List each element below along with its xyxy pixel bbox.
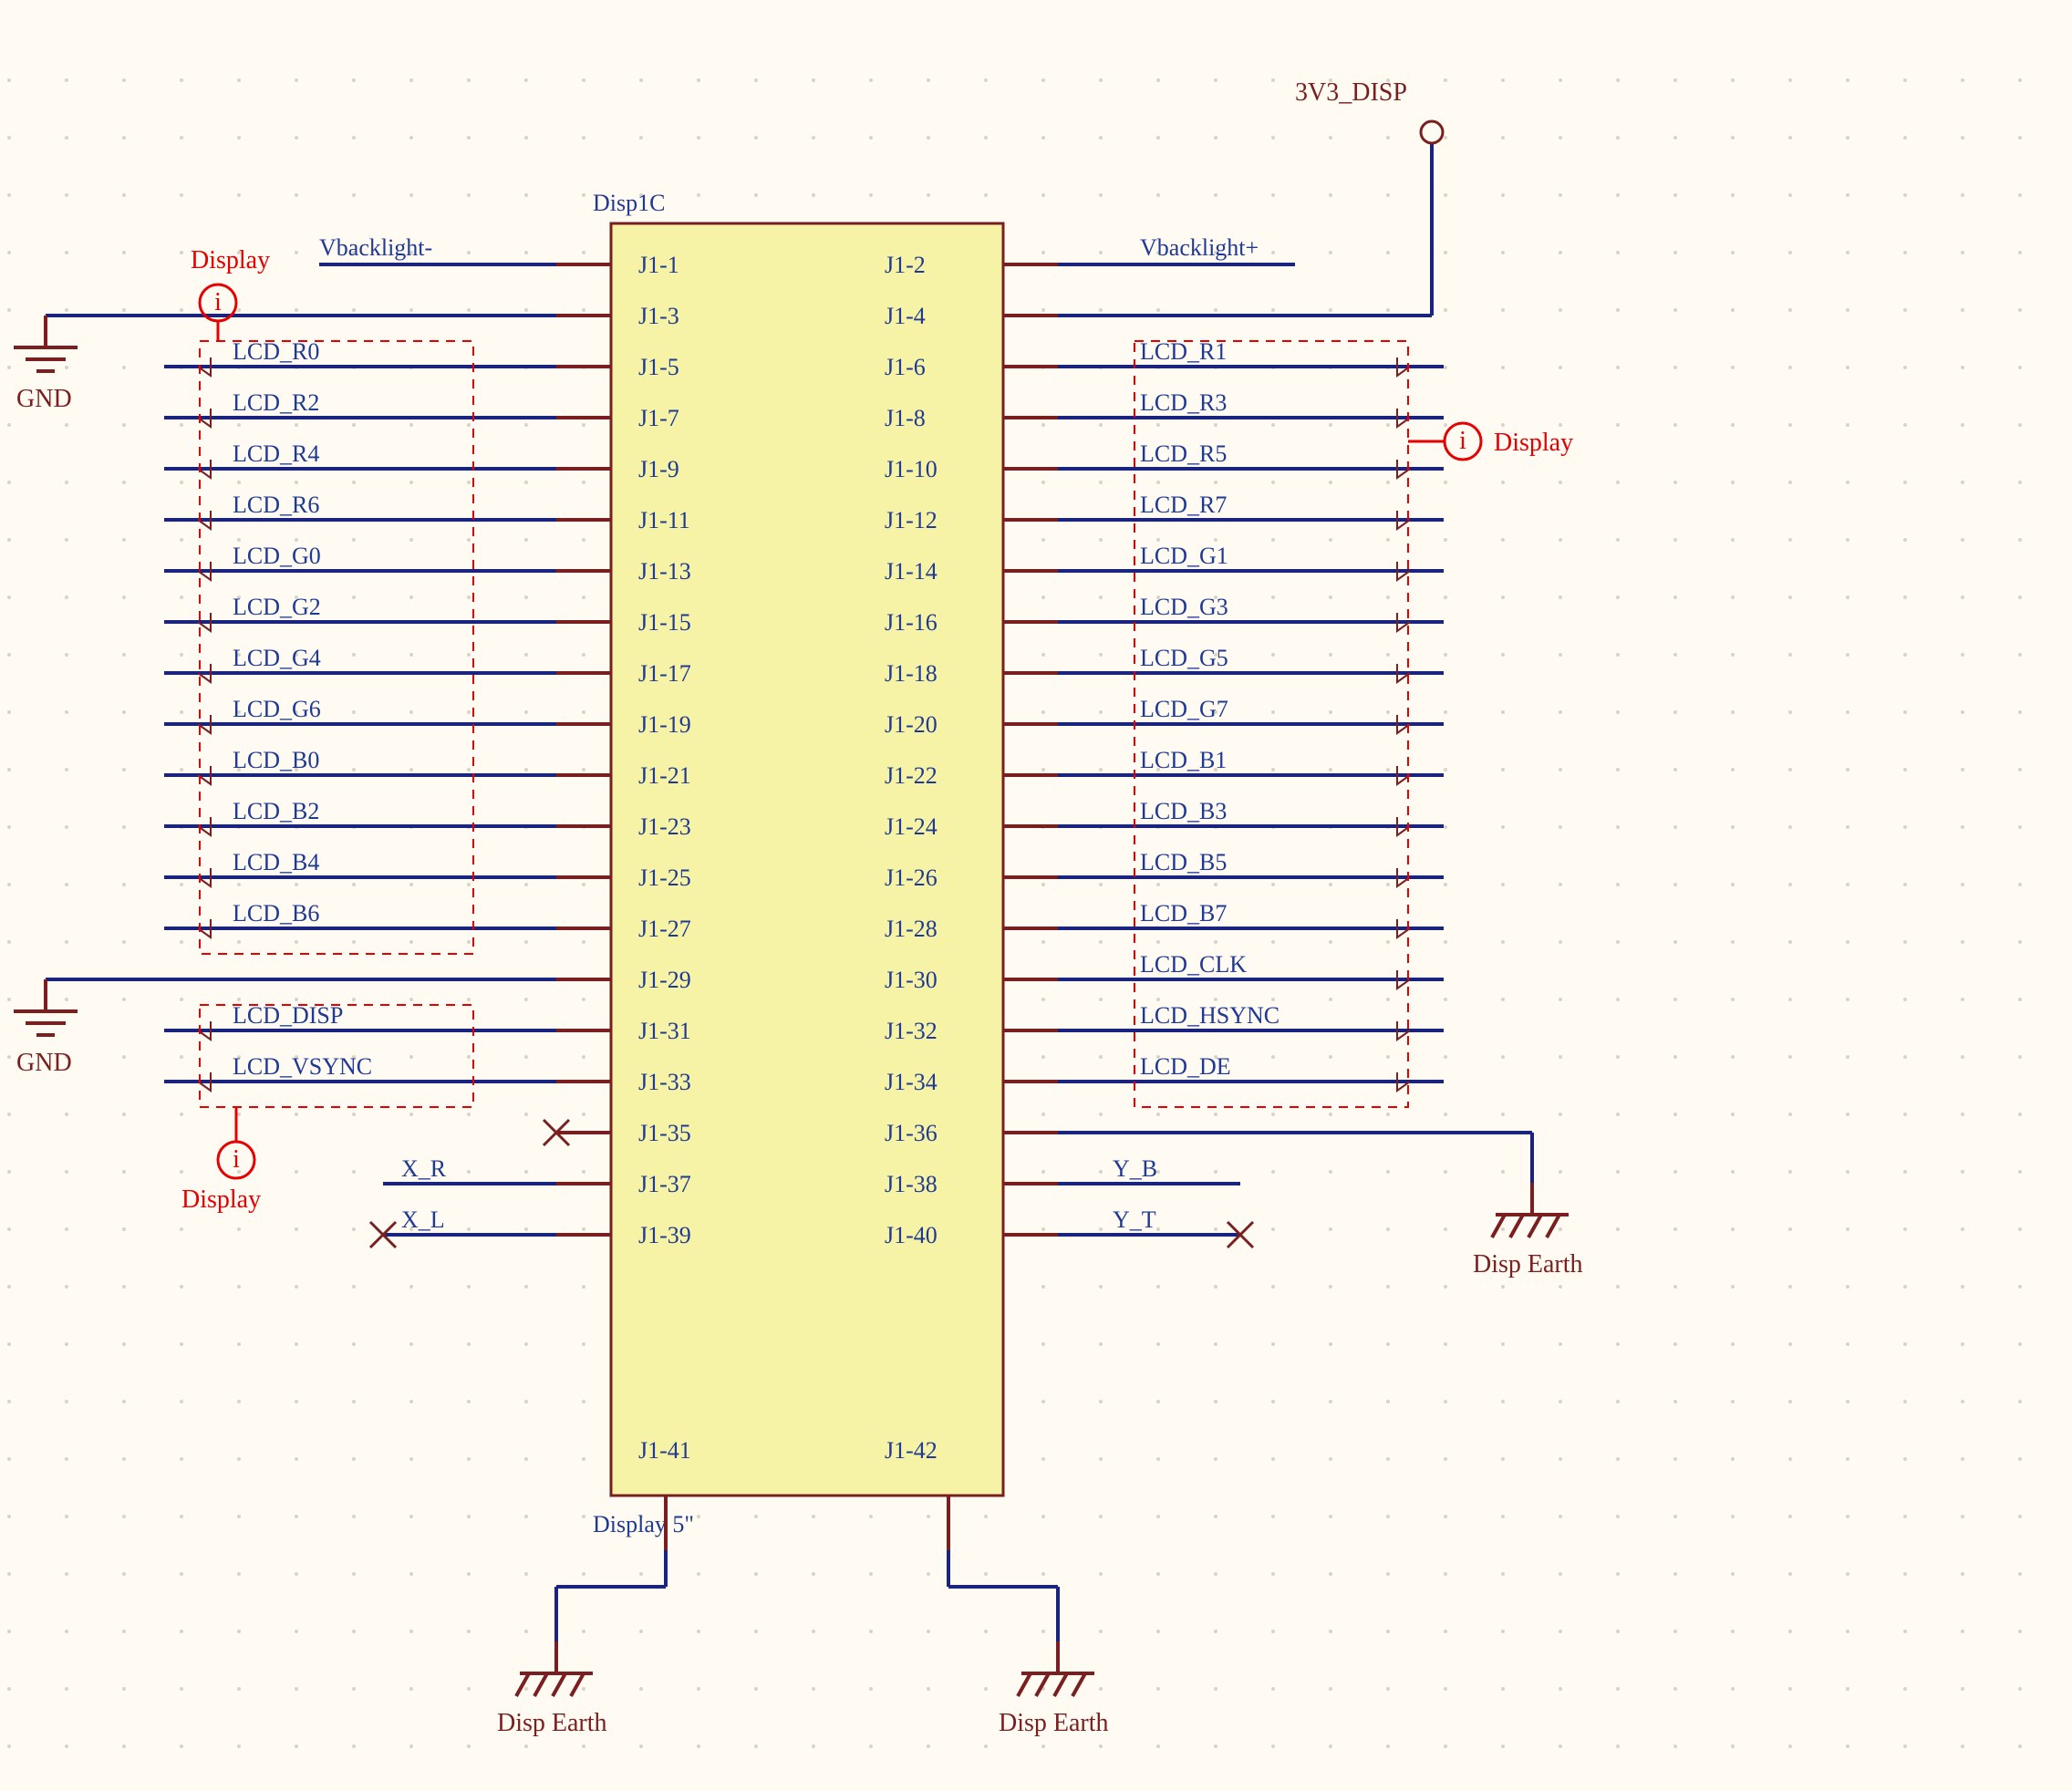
pin-J1-12: J1-12: [885, 507, 938, 533]
pin-J1-6: J1-6: [885, 354, 926, 380]
net-LCD_G7: LCD_G7: [1140, 696, 1228, 722]
schematic-canvas: Disp1C Display 5" J1-1 Vbacklight- J1-3 GND J1…: [0, 0, 2072, 1791]
net-LCD_DISP: LCD_DISP: [233, 1002, 343, 1029]
net-LCD_CLK: LCD_CLK: [1140, 951, 1247, 978]
net-LCD_G0: LCD_G0: [233, 543, 321, 569]
pin-J1-24: J1-24: [885, 813, 938, 840]
net-LCD_R5: LCD_R5: [1140, 440, 1227, 467]
pin-J1-1: J1-1: [638, 252, 679, 278]
pin-J1-20: J1-20: [885, 711, 938, 738]
pin-J1-10: J1-10: [885, 456, 938, 482]
net-LCD_DE: LCD_DE: [1140, 1053, 1231, 1080]
pin-J1-23: J1-23: [638, 813, 691, 840]
svg-text:i: i: [1459, 427, 1466, 455]
net-LCD_R1: LCD_R1: [1140, 338, 1227, 365]
net-Vbacklight-: Vbacklight-: [319, 234, 432, 261]
pin-J1-21: J1-21: [638, 762, 691, 789]
pin-J1-16: J1-16: [885, 609, 938, 636]
pin-J1-26: J1-26: [885, 864, 938, 891]
net-LCD_B0: LCD_B0: [233, 747, 319, 773]
net-LCD_B1: LCD_B1: [1140, 747, 1227, 773]
pin-J1-11: J1-11: [638, 507, 690, 533]
pin-J1-5: J1-5: [638, 354, 679, 380]
pin-J1-4: J1-4: [885, 303, 926, 329]
pin-J1-36: J1-36: [885, 1120, 938, 1146]
pin-J1-9: J1-9: [638, 456, 679, 482]
net-LCD_R3: LCD_R3: [1140, 389, 1227, 416]
pin-J1-14: J1-14: [885, 558, 938, 585]
pin-J1-25: J1-25: [638, 864, 691, 891]
earth-label: Disp Earth: [497, 1709, 607, 1737]
net-LCD_R0: LCD_R0: [233, 338, 319, 365]
net-LCD_B3: LCD_B3: [1140, 798, 1227, 824]
pin-J1-40: J1-40: [885, 1222, 938, 1248]
pin-J1-17: J1-17: [638, 660, 691, 687]
pin-J1-33: J1-33: [638, 1069, 691, 1095]
svg-text:i: i: [214, 288, 222, 316]
net-X_L: X_L: [401, 1206, 445, 1233]
svg-text:i: i: [233, 1145, 240, 1174]
net-LCD_R7: LCD_R7: [1140, 492, 1227, 518]
net-Y_T: Y_T: [1113, 1206, 1156, 1233]
net-X_R: X_R: [401, 1155, 447, 1182]
pin-J1-28: J1-28: [885, 916, 938, 942]
harness-label: Display: [191, 246, 270, 274]
pin-J1-39: J1-39: [638, 1222, 691, 1248]
net-LCD_G5: LCD_G5: [1140, 645, 1228, 671]
pin-J1-27: J1-27: [638, 916, 691, 942]
earth-label: Disp Earth: [999, 1709, 1109, 1737]
net-LCD_G4: LCD_G4: [233, 645, 321, 671]
pin-J1-3: J1-3: [638, 303, 679, 329]
net-LCD_G3: LCD_G3: [1140, 594, 1228, 620]
harness-label: Display: [1494, 429, 1573, 457]
component-value: Display 5": [593, 1511, 694, 1537]
pin-J1-37: J1-37: [638, 1171, 691, 1197]
pin-J1-18: J1-18: [885, 660, 938, 687]
gnd-label: GND: [16, 385, 72, 413]
pin-J1-2: J1-2: [885, 252, 926, 278]
net-Vbacklight+: Vbacklight+: [1140, 234, 1259, 261]
net-LCD_B6: LCD_B6: [233, 900, 319, 927]
net-LCD_R2: LCD_R2: [233, 389, 319, 416]
net-LCD_HSYNC: LCD_HSYNC: [1140, 1002, 1279, 1029]
pin-J1-22: J1-22: [885, 762, 938, 789]
pin-J1-41: J1-41: [638, 1437, 691, 1464]
net-LCD_B5: LCD_B5: [1140, 849, 1227, 875]
power-rail-label: 3V3_DISP: [1295, 78, 1407, 107]
net-LCD_R4: LCD_R4: [233, 440, 319, 467]
pin-J1-34: J1-34: [885, 1069, 938, 1095]
pin-J1-31: J1-31: [638, 1018, 691, 1044]
net-LCD_VSYNC: LCD_VSYNC: [233, 1053, 372, 1080]
pin-J1-13: J1-13: [638, 558, 691, 585]
harness-label: Display: [181, 1185, 261, 1214]
pin-J1-30: J1-30: [885, 967, 938, 993]
gnd-label: GND: [16, 1049, 72, 1077]
net-LCD_G2: LCD_G2: [233, 594, 321, 620]
pin-J1-38: J1-38: [885, 1171, 938, 1197]
net-LCD_B2: LCD_B2: [233, 798, 319, 824]
pin-J1-8: J1-8: [885, 405, 926, 431]
component-designator: Disp1C: [593, 190, 665, 216]
pin-J1-19: J1-19: [638, 711, 691, 738]
pin-J1-42: J1-42: [885, 1437, 938, 1464]
net-LCD_G1: LCD_G1: [1140, 543, 1228, 569]
net-Y_B: Y_B: [1113, 1155, 1157, 1182]
pin-J1-15: J1-15: [638, 609, 691, 636]
net-LCD_B7: LCD_B7: [1140, 900, 1227, 927]
net-LCD_R6: LCD_R6: [233, 492, 319, 518]
net-LCD_G6: LCD_G6: [233, 696, 321, 722]
pin-J1-32: J1-32: [885, 1018, 938, 1044]
earth-label: Disp Earth: [1473, 1250, 1583, 1279]
net-LCD_B4: LCD_B4: [233, 849, 319, 875]
pin-J1-7: J1-7: [638, 405, 679, 431]
pin-J1-29: J1-29: [638, 967, 691, 993]
pin-J1-35: J1-35: [638, 1120, 691, 1146]
